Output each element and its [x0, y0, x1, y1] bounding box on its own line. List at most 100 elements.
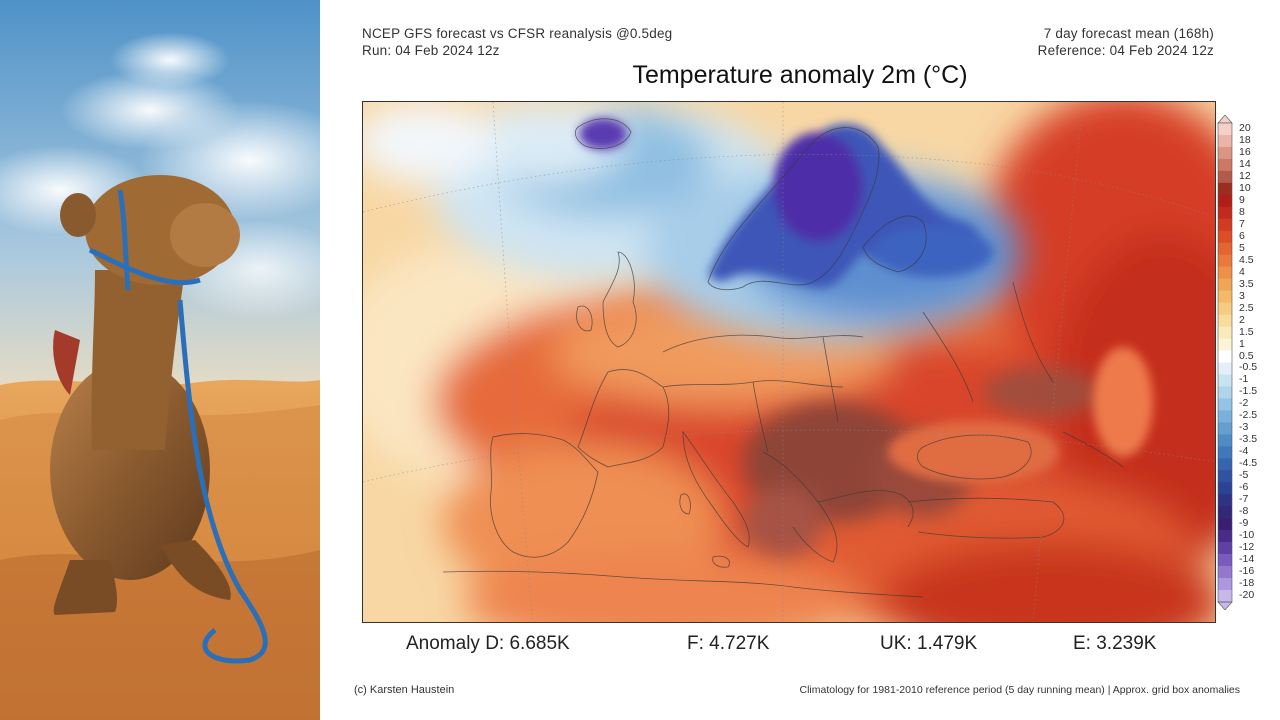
colorbar-swatch: [1218, 554, 1232, 567]
colorbar-label: -20: [1239, 589, 1255, 601]
colorbar-label: 2: [1239, 313, 1245, 326]
colorbar-label: -5: [1239, 469, 1249, 482]
colorbar-label: 3: [1239, 289, 1245, 302]
colorbar-swatch: [1218, 518, 1232, 531]
colorbar-swatch: [1218, 506, 1232, 519]
colorbar-max-arrow: [1217, 115, 1233, 124]
colorbar-swatch: [1218, 530, 1232, 543]
colorbar-label: -12: [1239, 541, 1255, 554]
colorbar-swatch: [1218, 494, 1232, 507]
stat-uk: UK: 1.479K: [880, 633, 978, 654]
climatology-note: Climatology for 1981-2010 reference peri…: [799, 684, 1240, 696]
colorbar-label: -3: [1239, 421, 1249, 434]
run-time: Run: 04 Feb 2024 12z: [362, 43, 500, 58]
stat-f: F: 4.727K: [687, 633, 770, 654]
colorbar-swatch: [1218, 566, 1232, 579]
reference-time: Reference: 04 Feb 2024 12z: [1037, 43, 1214, 58]
colorbar-label: 4: [1239, 265, 1245, 278]
stat-e: E: 3.239K: [1073, 633, 1157, 654]
colorbar-swatch: [1218, 302, 1232, 315]
forecast-period: 7 day forecast mean (168h): [1043, 26, 1214, 41]
colorbar-swatch: [1218, 194, 1232, 208]
stat-d: Anomaly D: 6.685K: [406, 633, 570, 654]
colorbar-label: 18: [1239, 133, 1251, 146]
model-description: NCEP GFS forecast vs CFSR reanalysis @0.…: [362, 26, 673, 41]
colorbar-swatch: [1218, 290, 1232, 303]
colorbar-label: -7: [1239, 493, 1249, 506]
anomaly-stats: Anomaly D: 6.685K F: 4.727K UK: 1.479K E…: [320, 633, 1280, 663]
credit: (c) Karsten Haustein: [354, 684, 455, 696]
colorbar-frame: [1217, 122, 1233, 603]
colorbar-swatch: [1218, 470, 1232, 483]
colorbar-swatch: [1218, 326, 1232, 339]
colorbar-swatch: [1218, 338, 1232, 351]
colorbar-label: -2: [1239, 397, 1249, 410]
colorbar-swatch: [1218, 410, 1232, 423]
colorbar-swatch: [1218, 254, 1232, 267]
colorbar-swatch: [1218, 362, 1232, 375]
colorbar-label: 1: [1239, 337, 1245, 350]
colorbar-swatch: [1218, 206, 1232, 220]
colorbar-swatch: [1218, 278, 1232, 291]
colorbar-label: 12: [1239, 169, 1251, 182]
colorbar-label: -1: [1239, 373, 1249, 386]
colorbar-label: 3.5: [1239, 277, 1254, 290]
colorbar-swatch: [1218, 578, 1232, 591]
colorbar-label: 16: [1239, 145, 1251, 158]
colorbar-label: 8: [1239, 205, 1245, 218]
colorbar-swatch: [1218, 182, 1232, 196]
colorbar-swatch: [1218, 350, 1232, 363]
colorbar-label: -6: [1239, 481, 1249, 494]
colorbar-swatch: [1218, 398, 1232, 411]
colorbar-label: -4.5: [1239, 457, 1258, 470]
colorbar-label: 2.5: [1239, 301, 1254, 314]
colorbar-label: 7: [1239, 217, 1245, 230]
colorbar-label: 6: [1239, 229, 1245, 242]
colorbar-swatch: [1218, 266, 1232, 279]
colorbar-swatch: [1218, 242, 1232, 256]
colorbar-legend: 20 18 16 14 12 10 9 8 7 6 5 4.5 4 3.5 3 2.5 2 1.5 1 0.5 -0.5…: [1216, 115, 1280, 610]
colorbar-swatch: [1218, 158, 1232, 172]
forecast-panel: NCEP GFS forecast vs CFSR reanalysis @0.…: [320, 0, 1280, 720]
colorbar-swatch: [1218, 458, 1232, 471]
colorbar-label: 5: [1239, 241, 1245, 254]
colorbar-swatch: [1218, 218, 1232, 232]
colorbar-swatch: [1218, 446, 1232, 459]
colorbar-label: -2.5: [1239, 409, 1258, 422]
colorbar-label: -0.5: [1239, 361, 1258, 374]
colorbar-label: -8: [1239, 505, 1249, 518]
colorbar-swatch: [1218, 590, 1232, 603]
camel-photo: [0, 0, 320, 720]
colorbar-label: 10: [1239, 181, 1251, 194]
colorbar-swatch: [1218, 170, 1232, 184]
colorbar-swatch: [1218, 230, 1232, 244]
colorbar-label: -4: [1239, 445, 1249, 458]
map-title: Temperature anomaly 2m (°C): [632, 61, 968, 89]
colorbar-swatch: [1218, 434, 1232, 447]
colorbar-label: -10: [1239, 529, 1255, 542]
colorbar-swatch: [1218, 123, 1232, 136]
colorbar-swatch: [1218, 386, 1232, 399]
colorbar-label: -16: [1239, 565, 1255, 578]
colorbar-label: 1.5: [1239, 325, 1254, 338]
anomaly-map: [362, 101, 1216, 623]
header-right: 7 day forecast mean (168h) Reference: 04…: [1038, 25, 1214, 59]
colorbar-label: 0.5: [1239, 349, 1254, 362]
colorbar-label: -18: [1239, 577, 1255, 590]
colorbar-swatch: [1218, 422, 1232, 435]
colorbar-strip: [1217, 115, 1233, 610]
colorbar-label: -1.5: [1239, 385, 1258, 398]
colorbar-swatch: [1218, 146, 1232, 160]
colorbar-swatch: [1218, 374, 1232, 387]
colorbar-label: 20: [1239, 121, 1251, 134]
colorbar-swatch: [1218, 542, 1232, 555]
colorbar-label: -3.5: [1239, 433, 1258, 446]
colorbar-min-arrow: [1217, 601, 1233, 610]
colorbar-label: 4.5: [1239, 253, 1254, 266]
colorbar-swatch: [1218, 482, 1232, 495]
header-left: NCEP GFS forecast vs CFSR reanalysis @0.…: [362, 25, 672, 59]
colorbar-label: 14: [1239, 157, 1251, 170]
colorbar-swatch: [1218, 134, 1232, 148]
colorbar-label: 9: [1239, 193, 1245, 206]
colorbar-label: -14: [1239, 553, 1255, 566]
